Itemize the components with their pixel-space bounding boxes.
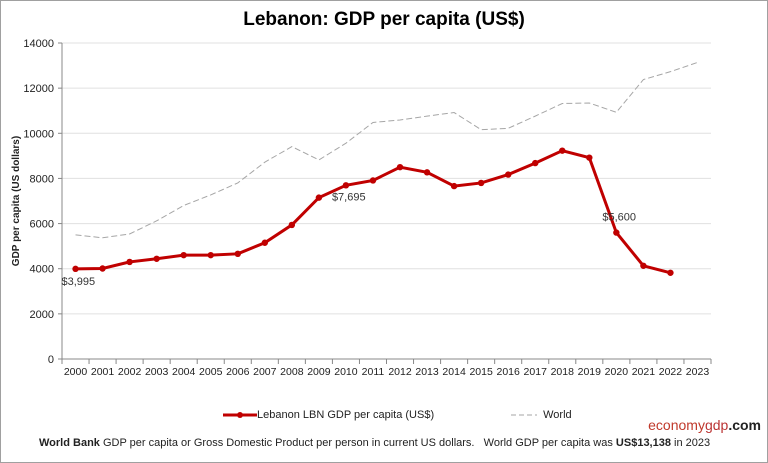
data-point: [315, 194, 323, 201]
series-line-world: [75, 61, 698, 239]
x-tick-label: 2019: [578, 366, 602, 378]
data-point: [72, 265, 79, 273]
y-tick-label: 14000: [23, 38, 54, 50]
data-point: [369, 177, 377, 184]
x-tick-label: 2007: [253, 366, 277, 378]
x-tick-label: 2006: [226, 366, 250, 378]
x-tick-label: 2003: [145, 366, 169, 378]
legend-lebanon-swatch: [223, 412, 257, 418]
chart-title: Lebanon: GDP per capita (US$): [243, 9, 525, 30]
x-tick-label: 2021: [632, 366, 656, 378]
data-point: [126, 258, 133, 266]
data-point: [423, 169, 431, 176]
x-tick-label: 2016: [497, 366, 521, 378]
x-tick-label: 2001: [91, 366, 115, 378]
y-tick-label: 4000: [30, 264, 54, 276]
data-point: [640, 262, 647, 269]
data-point: [613, 229, 620, 236]
x-tick-label: 2004: [172, 366, 196, 378]
footer-suffix: in 2023: [670, 437, 711, 449]
legend-world-label: World: [543, 409, 572, 421]
x-tick-label: 2017: [524, 366, 548, 378]
data-point: [180, 251, 187, 259]
footer-source: World Bank: [39, 437, 100, 449]
footer-text: GDP per capita or Gross Domestic Product…: [99, 437, 616, 449]
y-tick-label: 10000: [23, 128, 54, 140]
x-tick-label: 2018: [551, 366, 575, 378]
y-tick-label: 0: [48, 354, 54, 366]
y-tick-label: 6000: [30, 219, 54, 231]
y-tick-label: 2000: [30, 309, 54, 321]
x-tick-label: 2022: [659, 366, 683, 378]
legend-world-swatch: [511, 414, 538, 416]
data-point: [450, 182, 458, 190]
x-tick-label: 2011: [362, 366, 385, 378]
data-point: [234, 250, 241, 258]
data-point: [532, 159, 539, 167]
legend-lebanon-label: Lebanon LBN GDP per capita (US$): [257, 409, 435, 421]
data-point: [396, 163, 404, 171]
series-line-lebanon: [75, 149, 671, 275]
y-tick-label: 12000: [23, 83, 54, 95]
data-label: $7,695: [332, 191, 366, 203]
x-tick-label: 2013: [415, 366, 439, 378]
data-point: [477, 179, 485, 187]
data-point: [99, 265, 106, 272]
x-tick-label: 2012: [388, 366, 412, 378]
x-tick-label: 2023: [686, 366, 710, 378]
y-tick-label: 8000: [30, 173, 54, 185]
brand-part: economy: [648, 417, 705, 433]
x-tick-label: 2009: [307, 366, 331, 378]
x-tick-label: 2014: [442, 366, 466, 378]
x-tick-label: 2005: [199, 366, 223, 378]
data-point: [667, 269, 674, 276]
y-axis-label: GDP per capita (US dollars): [11, 136, 22, 266]
footer-value: US$13,138: [615, 437, 671, 449]
legend: Lebanon LBN GDP per capita (US$) World: [223, 409, 572, 421]
data-point: [261, 239, 269, 246]
x-tick-label: 2010: [334, 366, 358, 378]
footer-note: World Bank GDP per capita or Gross Domes…: [39, 437, 710, 449]
x-tick-label: 2015: [469, 366, 493, 378]
brand-logo: economygdp.com: [648, 417, 761, 433]
x-tick-label: 2008: [280, 366, 304, 378]
data-point: [288, 221, 296, 229]
data-point: [586, 154, 593, 161]
brand-part: gdp: [704, 417, 729, 433]
data-point: [153, 255, 160, 262]
data-label: $5,600: [602, 212, 636, 224]
brand-part: .com: [728, 417, 761, 433]
x-tick-label: 2002: [118, 366, 142, 378]
data-point: [504, 171, 512, 178]
data-point: [207, 251, 214, 259]
data-point: [342, 182, 350, 189]
data-label: $3,995: [62, 276, 96, 288]
data-point: [559, 147, 566, 154]
x-tick-label: 2000: [64, 366, 88, 378]
x-tick-label: 2020: [605, 366, 629, 378]
